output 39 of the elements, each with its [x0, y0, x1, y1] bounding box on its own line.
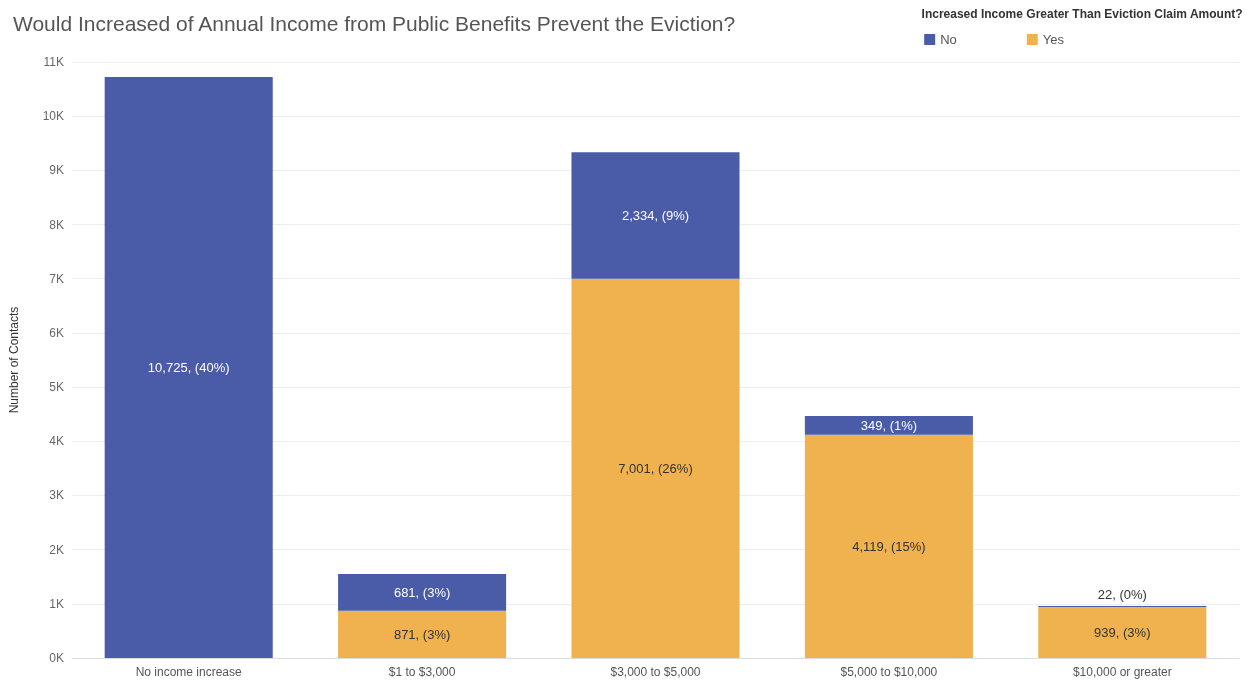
data-label: 871, (3%) [393, 626, 451, 642]
chart-title: Would Increased of Annual Income from Public Benefits Prevent the Eviction? [13, 12, 736, 35]
x-tick-label: $5,000 to $10,000 [840, 665, 938, 679]
data-label: 349, (1%) [860, 417, 918, 433]
data-label: 22, (0%) [1097, 586, 1147, 602]
data-label: 10,725, (40%) [147, 359, 230, 375]
y-tick-label: 2K [49, 542, 64, 557]
y-axis-title: Number of Contacts [7, 306, 21, 414]
y-tick-label: 8K [49, 217, 64, 232]
legend-label: Yes [1042, 32, 1065, 47]
y-tick-label: 11K [43, 55, 64, 69]
y-tick-label: 9K [49, 163, 64, 178]
y-tick-label: 6K [49, 325, 64, 340]
y-tick-label: 5K [49, 380, 64, 395]
legend-title: Increased Income Greater Than Eviction Claim Amount? [921, 7, 1243, 21]
bar [804, 415, 973, 435]
data-label: 939, (3%) [1094, 625, 1151, 641]
data-label: 7,001, (26%) [618, 460, 693, 476]
legend-label: No [940, 32, 957, 47]
y-tick-label: 4K [49, 434, 64, 449]
x-tick-label: $1 to $3,000 [388, 665, 456, 679]
bar [1038, 607, 1207, 658]
data-label: 2,334, (9%) [621, 207, 690, 223]
bar [571, 278, 740, 658]
bar [804, 434, 973, 658]
bar [338, 610, 507, 658]
y-tick-label: 1K [49, 596, 64, 611]
x-tick-label: $3,000 to $5,000 [610, 665, 701, 679]
y-tick-label: 7K [49, 271, 64, 286]
x-tick-label: No income increase [135, 665, 243, 679]
data-label: 4,119, (15%) [852, 538, 926, 554]
bar [571, 152, 740, 279]
data-label: 681, (3%) [393, 584, 451, 600]
bar [338, 573, 507, 611]
x-tick-label: $10,000 or greater [1072, 665, 1172, 679]
y-tick-label: 10K [42, 109, 64, 124]
y-tick-label: 3K [49, 488, 64, 503]
bar [104, 76, 273, 658]
y-tick-label: 0K [49, 651, 64, 665]
